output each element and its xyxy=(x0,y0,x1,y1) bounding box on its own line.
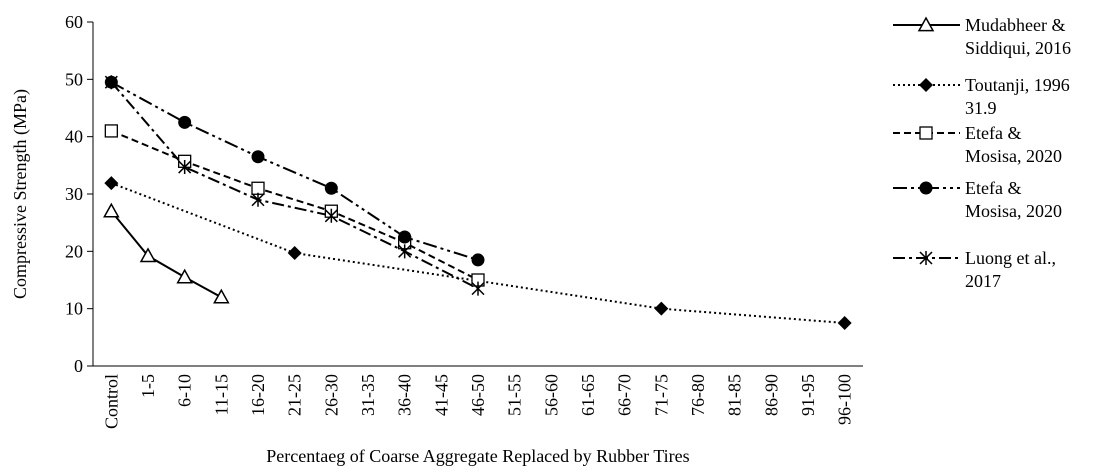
series-line xyxy=(110,81,479,290)
marker xyxy=(287,246,302,261)
x-tick-label: Control xyxy=(101,374,121,429)
marker xyxy=(654,301,669,316)
legend-label: Etefa & Mosisa, 2020 xyxy=(965,178,1062,221)
marker xyxy=(919,181,933,195)
series-line xyxy=(110,130,479,281)
x-tick-label: 26-30 xyxy=(321,374,341,416)
x-tick-label: 46-50 xyxy=(468,374,488,416)
marker xyxy=(178,115,192,129)
x-tick-label: 76-80 xyxy=(688,374,708,416)
marker xyxy=(104,124,118,138)
marker xyxy=(178,160,192,175)
marker xyxy=(139,247,157,263)
marker xyxy=(398,230,412,244)
x-tick-label: 66-70 xyxy=(615,374,635,416)
marker xyxy=(837,316,852,330)
legend-label: Toutanji, 1996 31.9 xyxy=(965,75,1070,118)
x-tick-label: 31-35 xyxy=(358,374,378,416)
x-tick-label: 1-5 xyxy=(138,374,158,398)
marker xyxy=(103,202,120,218)
y-tick-label: 0 xyxy=(74,356,83,376)
y-tick-label: 60 xyxy=(65,12,83,32)
marker xyxy=(919,126,933,140)
marker xyxy=(213,288,230,304)
x-tick-label: 41-45 xyxy=(431,374,451,416)
y-tick-label: 40 xyxy=(65,127,83,147)
marker xyxy=(919,78,933,92)
x-tick-label: 16-20 xyxy=(248,374,268,416)
series-line xyxy=(110,81,479,261)
x-tick-label: 36-40 xyxy=(395,374,415,416)
x-tick-label: 6-10 xyxy=(175,374,195,407)
series-line xyxy=(110,210,222,299)
marker xyxy=(324,208,338,223)
x-tick-label: 91-95 xyxy=(798,374,818,416)
y-tick-label: 30 xyxy=(65,184,83,204)
marker xyxy=(104,75,118,90)
x-tick-label: 21-25 xyxy=(285,374,305,416)
x-tick-label: 71-75 xyxy=(651,374,671,416)
x-tick-label: 81-85 xyxy=(725,374,745,416)
y-tick-label: 20 xyxy=(65,241,83,261)
x-tick-label: 11-15 xyxy=(211,374,231,415)
marker xyxy=(919,251,933,265)
legend-label: Etefa & Mosisa, 2020 xyxy=(965,123,1062,166)
marker xyxy=(324,181,338,195)
x-tick-label: 61-65 xyxy=(578,374,598,416)
marker xyxy=(251,150,265,164)
marker xyxy=(398,244,412,259)
legend-label: Mudabheer & Siddiqui, 2016 xyxy=(965,15,1071,58)
marker xyxy=(251,192,265,207)
marker xyxy=(917,16,935,32)
x-axis-label: Percentaeg of Coarse Aggregate Replaced … xyxy=(266,446,689,466)
x-tick-label: 96-100 xyxy=(835,374,855,425)
marker xyxy=(471,253,485,267)
y-tick-label: 50 xyxy=(65,69,83,89)
x-tick-label: 51-55 xyxy=(505,374,525,416)
y-axis-label: Compressive Strength (MPa) xyxy=(10,89,31,299)
marker xyxy=(104,176,119,191)
marker xyxy=(176,268,193,284)
marker xyxy=(251,181,265,195)
y-tick-label: 10 xyxy=(65,299,83,319)
x-tick-label: 56-60 xyxy=(541,374,561,416)
x-tick-label: 86-90 xyxy=(761,374,781,416)
marker xyxy=(471,281,485,296)
legend-label: Luong et al., 2017 xyxy=(965,248,1056,291)
